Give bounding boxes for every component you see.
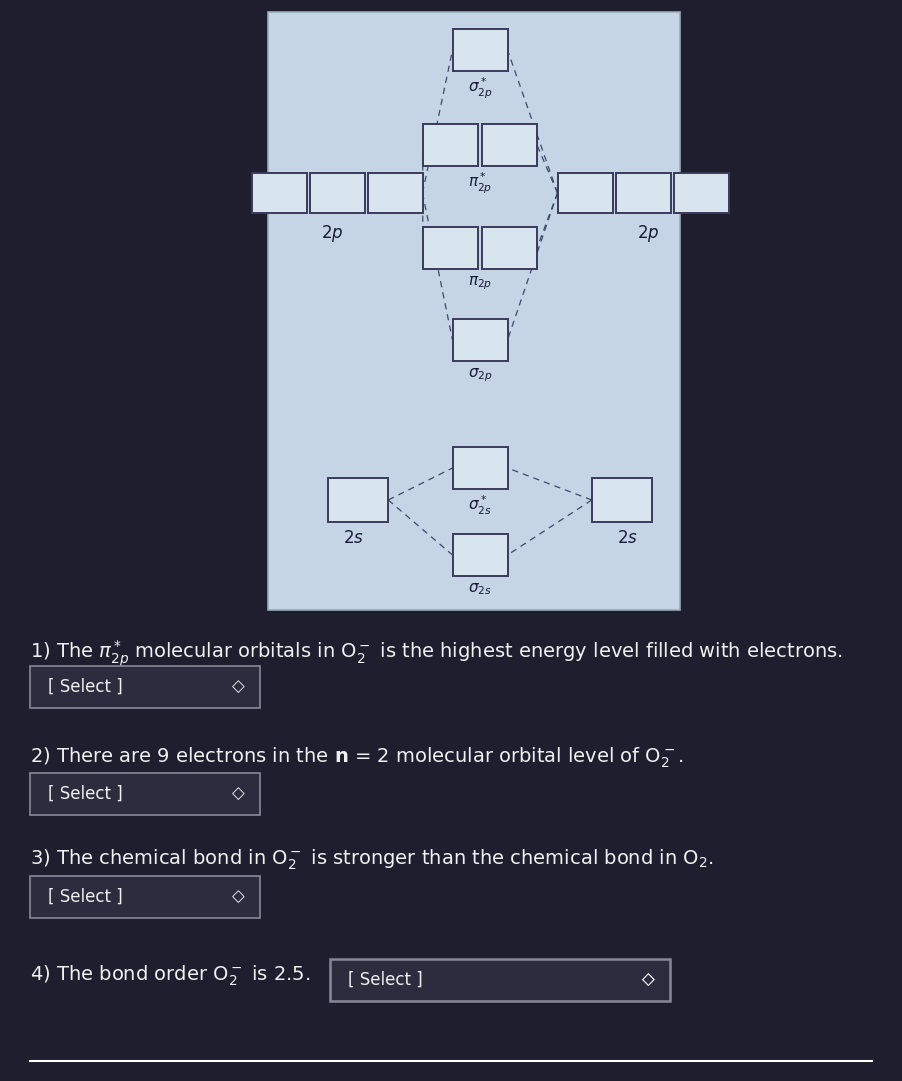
- Text: $\pi^*_{2p}$: $\pi^*_{2p}$: [468, 171, 492, 196]
- Bar: [482, 124, 537, 166]
- Text: $\sigma_{2s}$: $\sigma_{2s}$: [468, 580, 492, 597]
- Bar: [453, 29, 508, 71]
- Text: 1) The $\pi^*_{2p}$ molecular orbitals in O$_2^-$ is the highest energy level fi: 1) The $\pi^*_{2p}$ molecular orbitals i…: [30, 638, 842, 669]
- Text: $\sigma_{2p}$: $\sigma_{2p}$: [467, 366, 492, 384]
- Text: [ Select ]: [ Select ]: [348, 971, 423, 989]
- Bar: [423, 124, 478, 166]
- Bar: [453, 448, 508, 489]
- Text: ◇: ◇: [232, 888, 244, 906]
- Text: [ Select ]: [ Select ]: [48, 678, 123, 696]
- Text: [ Select ]: [ Select ]: [48, 785, 123, 803]
- Text: $\pi_{2p}$: $\pi_{2p}$: [468, 273, 492, 292]
- Text: $\sigma^*_{2p}$: $\sigma^*_{2p}$: [467, 76, 492, 102]
- Bar: [453, 319, 508, 361]
- Bar: [309, 173, 364, 213]
- Text: [ Select ]: [ Select ]: [48, 888, 123, 906]
- Text: $2s$: $2s$: [343, 530, 364, 547]
- Text: ◇: ◇: [232, 785, 244, 803]
- Bar: [557, 173, 612, 213]
- Text: ◇: ◇: [232, 678, 244, 696]
- Text: ◇: ◇: [641, 971, 654, 989]
- Text: $\sigma^*_{2s}$: $\sigma^*_{2s}$: [468, 494, 492, 517]
- Bar: [30, 876, 260, 918]
- Text: 4) The bond order O$_2^-$ is 2.5.: 4) The bond order O$_2^-$ is 2.5.: [30, 963, 310, 988]
- Bar: [367, 173, 422, 213]
- Text: $2p$: $2p$: [637, 223, 659, 244]
- Bar: [268, 12, 680, 610]
- Text: $2p$: $2p$: [321, 223, 343, 244]
- Bar: [482, 227, 537, 269]
- Bar: [592, 478, 652, 522]
- Bar: [252, 173, 307, 213]
- Bar: [330, 959, 670, 1001]
- Text: 3) The chemical bond in O$_2^-$ is stronger than the chemical bond in O$_2$.: 3) The chemical bond in O$_2^-$ is stron…: [30, 848, 713, 872]
- Bar: [423, 227, 478, 269]
- Bar: [674, 173, 729, 213]
- Text: ◇: ◇: [641, 971, 654, 989]
- Bar: [327, 478, 388, 522]
- Bar: [453, 534, 508, 576]
- Bar: [615, 173, 670, 213]
- Text: 2) There are 9 electrons in the $\mathbf{n}$ = 2 molecular orbital level of O$_2: 2) There are 9 electrons in the $\mathbf…: [30, 745, 684, 770]
- Text: $2s$: $2s$: [617, 530, 638, 547]
- Bar: [30, 666, 260, 708]
- Bar: [30, 773, 260, 815]
